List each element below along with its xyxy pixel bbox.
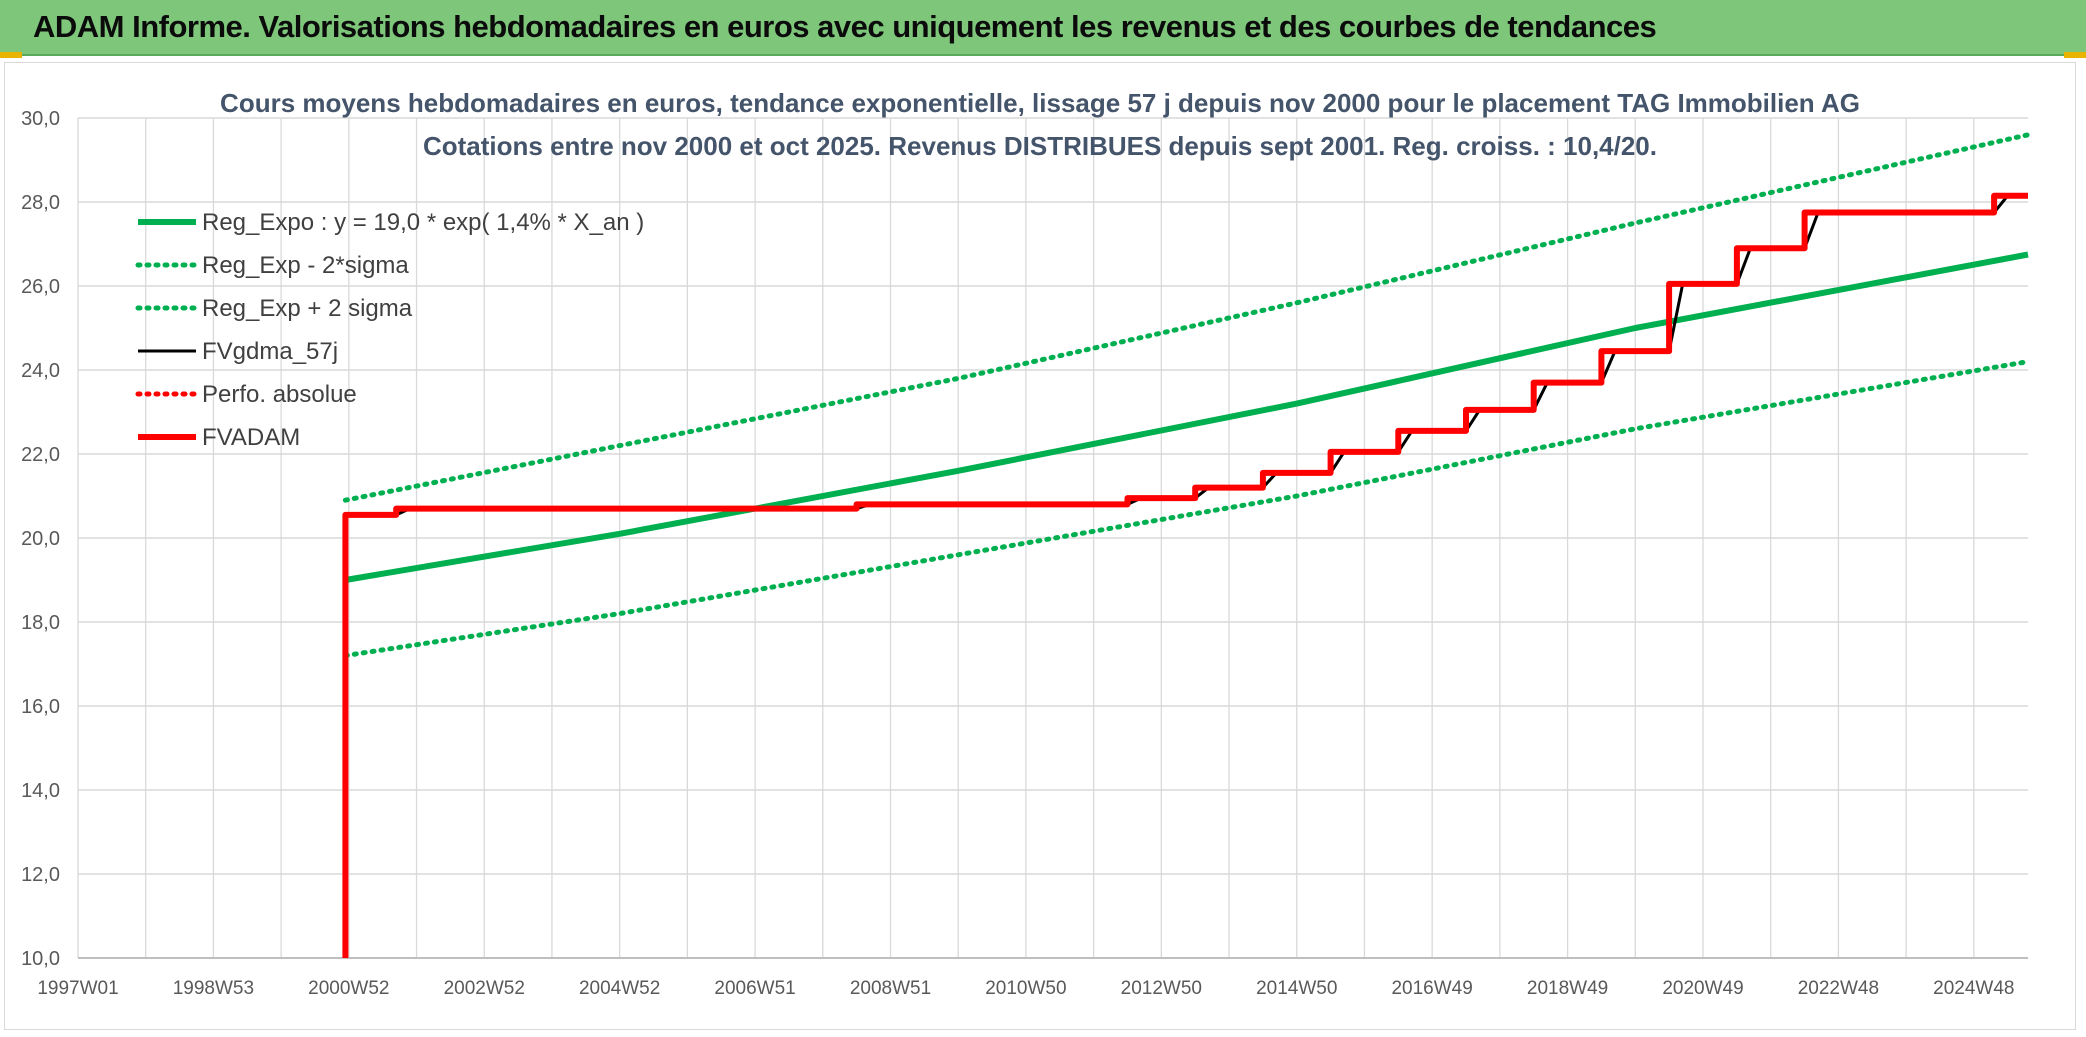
series-line-2 [342, 132, 2031, 503]
x-tick-label: 2016W49 [1391, 978, 1472, 999]
x-tick-label: 2008W51 [850, 978, 931, 999]
x-tick-label: 2024W48 [1933, 978, 2014, 999]
y-axis-ticks: 10,0 12,0 14,0 16,0 18,0 20,0 22,0 24,0 26,0 28,0… [21, 108, 60, 970]
y-tick-label: 12,0 [21, 864, 60, 886]
y-tick-label: 16,0 [21, 696, 60, 718]
x-tick-label: 2002W52 [444, 978, 525, 999]
x-tick-label: 2000W52 [308, 978, 389, 999]
legend-label: Reg_Exp + 2 sigma [202, 295, 413, 322]
y-tick-label: 20,0 [21, 528, 60, 550]
series-line-0 [344, 251, 2029, 583]
y-tick-label: 14,0 [21, 780, 60, 802]
x-tick-label: 2006W51 [714, 978, 795, 999]
header-banner: ADAM Informe. Valorisations hebdomadaire… [0, 0, 2086, 56]
x-tick-label: 2022W48 [1798, 978, 1879, 999]
x-tick-label: 1997W01 [37, 978, 118, 999]
y-tick-label: 24,0 [21, 360, 60, 382]
y-tick-label: 28,0 [21, 192, 60, 214]
x-tick-label: 2010W50 [985, 978, 1066, 999]
x-tick-label: 1998W53 [173, 978, 254, 999]
x-axis-ticks: 1997W01 1998W53 2000W52 2002W52 2004W52 2006W… [37, 978, 2014, 999]
x-tick-label: 2014W50 [1256, 978, 1337, 999]
legend-label: Reg_Exp - 2*sigma [202, 252, 409, 279]
x-tick-label: 2004W52 [579, 978, 660, 999]
legend-label: FVADAM [202, 424, 300, 451]
series-line-1 [342, 359, 2031, 659]
x-tick-label: 2012W50 [1121, 978, 1202, 999]
series-line-5 [342, 192, 2028, 958]
grid-lines [77, 117, 2028, 959]
chart-legend: Reg_Expo : y = 19,0 * exp( 1,4% * X_an )… [135, 209, 644, 451]
legend-label: Reg_Expo : y = 19,0 * exp( 1,4% * X_an ) [202, 209, 644, 236]
legend-label: FVgdma_57j [202, 338, 338, 365]
y-tick-label: 22,0 [21, 444, 60, 466]
corner-accent-right [2064, 52, 2086, 58]
corner-accent-left [0, 52, 22, 58]
series-layer [342, 132, 2031, 958]
x-tick-label: 2020W49 [1662, 978, 1743, 999]
y-tick-label: 10,0 [21, 948, 60, 970]
x-tick-label: 2018W49 [1527, 978, 1608, 999]
y-tick-label: 26,0 [21, 276, 60, 298]
chart-subtitle: Cotations entre nov 2000 et oct 2025. Re… [423, 131, 1657, 161]
y-tick-label: 18,0 [21, 612, 60, 634]
chart-title: Cours moyens hebdomadaires en euros, ten… [220, 88, 1860, 118]
legend-label: Perfo. absolue [202, 381, 357, 408]
series-line-3 [345, 194, 2028, 517]
report-title: ADAM Informe. Valorisations hebdomadaire… [33, 9, 1657, 44]
y-tick-label: 30,0 [21, 108, 60, 130]
